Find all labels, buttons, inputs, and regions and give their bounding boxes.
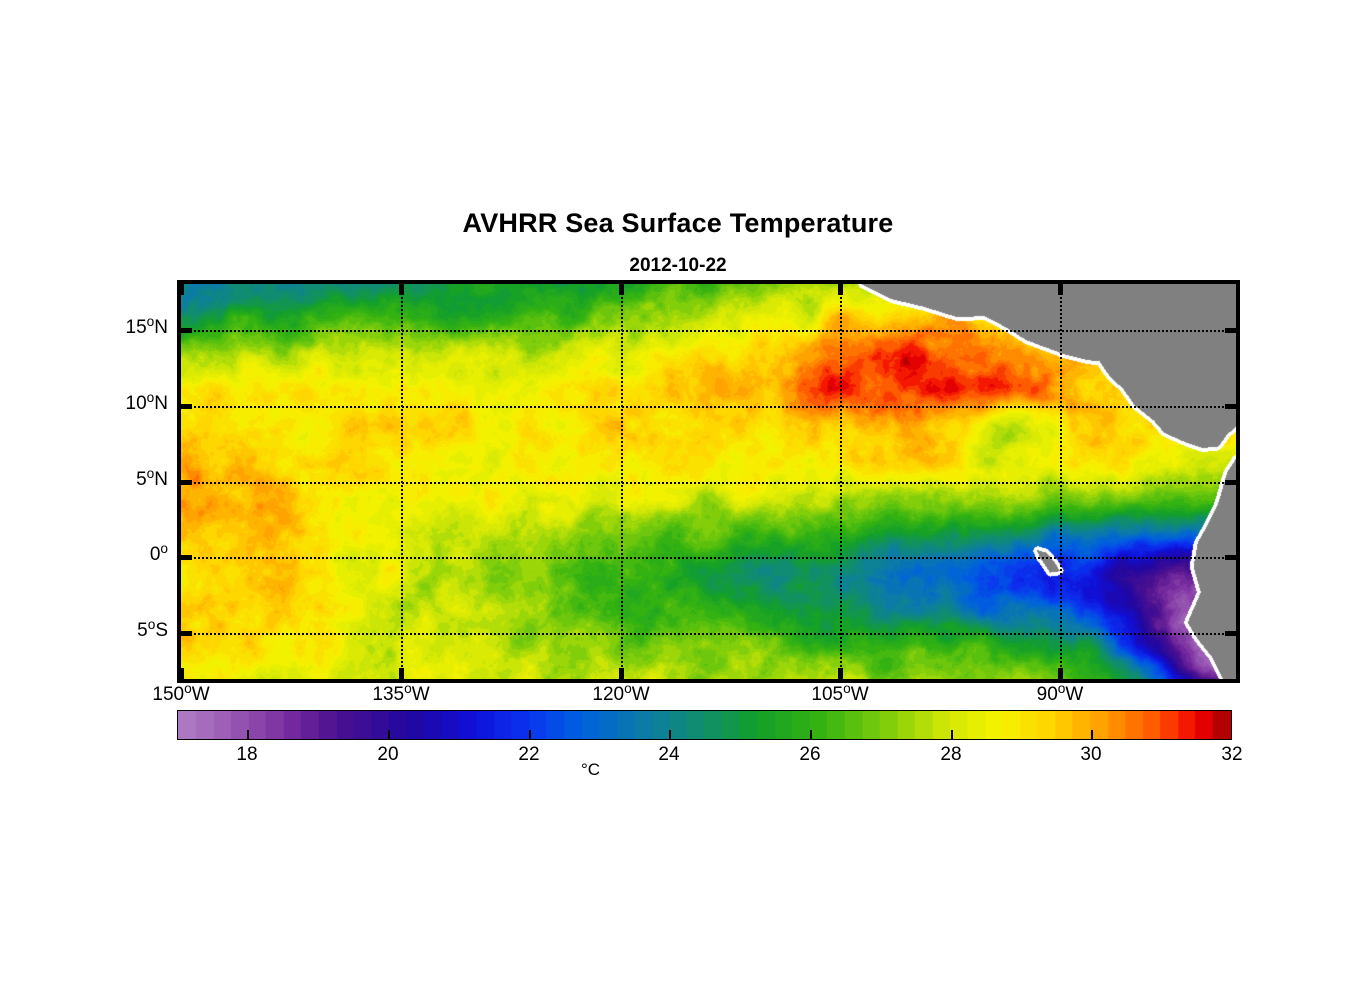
degree-symbol: o (184, 680, 192, 696)
colorbar-tick-label: 22 (518, 744, 540, 765)
y-axis-tick (181, 480, 192, 485)
colorbar-tick-label: 30 (1080, 744, 1102, 765)
y-axis-tick (181, 404, 192, 409)
colorbar-tick (529, 730, 531, 740)
x-axis-tick (619, 284, 624, 295)
y-axis-tick (1225, 555, 1236, 560)
x-axis-tick (179, 668, 184, 679)
y-axis-tick (181, 555, 192, 560)
degree-symbol: o (843, 680, 851, 696)
degree-symbol: o (146, 465, 155, 481)
gridline-latitude (181, 482, 1236, 484)
x-axis-tick (1058, 668, 1063, 679)
gridline-longitude (401, 284, 403, 679)
y-axis-tick (1225, 480, 1236, 485)
page-title: AVHRR Sea Surface Temperature (462, 208, 894, 238)
colorbar-tick (247, 730, 249, 740)
figure-subtitle: 2012-10-22 (629, 255, 727, 276)
x-axis-tick (399, 284, 404, 295)
gridline-latitude (181, 330, 1236, 332)
x-tick-label: 90oW (1036, 680, 1084, 705)
y-axis-tick (181, 631, 192, 636)
colorbar-tick-label: 24 (658, 744, 680, 765)
y-tick-label: 5oN (136, 465, 168, 490)
y-tick-label: 15oN (125, 313, 168, 338)
gridline-latitude (181, 633, 1236, 635)
y-axis-tick (1225, 404, 1236, 409)
y-tick-label: 10oN (125, 389, 168, 414)
x-axis-tick (838, 284, 843, 295)
colorbar-tick (951, 730, 953, 740)
x-tick-label: 150oW (152, 680, 210, 705)
x-axis-tick (399, 668, 404, 679)
degree-symbol: o (146, 313, 155, 329)
degree-symbol: o (404, 680, 412, 696)
y-tick-label: 0o (149, 540, 168, 565)
map-axes: 15oN 10oN 5oN 0o 5oS 150oW 135oW 120oW 105oW 90o… (126, 280, 1240, 705)
y-axis-tick (1225, 328, 1236, 333)
colorbar-gradient (177, 710, 1232, 740)
degree-symbol: o (624, 680, 632, 696)
x-axis-tick (179, 284, 184, 295)
x-tick-label: 135oW (372, 680, 430, 705)
y-axis-tick (181, 328, 192, 333)
colorbar-tick (388, 730, 390, 740)
colorbar-tick-label: 20 (377, 744, 399, 765)
gridline-latitude (181, 557, 1236, 559)
x-tick-label: 120oW (592, 680, 650, 705)
y-tick-label: 5oS (137, 616, 168, 641)
colorbar-tick-label: 32 (1221, 744, 1243, 765)
colorbar-unit-text: °C (580, 760, 601, 779)
colorbar-tick (810, 730, 812, 740)
gridline-latitude (181, 406, 1236, 408)
x-axis-tick (619, 668, 624, 679)
colorbar-tick-label: 26 (799, 744, 821, 765)
degree-symbol: o (1057, 680, 1066, 696)
degree-symbol: o (147, 616, 156, 632)
colorbar: 18 20 22 24 26 28 30 32 (177, 710, 1243, 765)
colorbar-tick-label: 28 (940, 744, 962, 765)
colorbar-tick-label: 18 (236, 744, 258, 765)
gridline-longitude (1060, 284, 1062, 679)
degree-symbol: o (146, 389, 155, 405)
colorbar-tick (669, 730, 671, 740)
y-axis-tick (1225, 631, 1236, 636)
colorbar-tick (1091, 730, 1093, 740)
colorbar-unit-label: °C (0, 760, 1356, 780)
gridline-longitude (621, 284, 623, 679)
x-axis-tick (1058, 284, 1063, 295)
gridline-longitude (840, 284, 842, 679)
degree-symbol: o (160, 540, 168, 556)
x-axis-tick (838, 668, 843, 679)
x-tick-label: 105oW (811, 680, 869, 705)
